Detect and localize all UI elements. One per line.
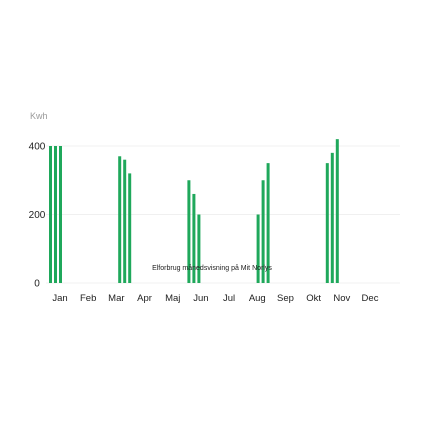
x-category-label: Jan (52, 293, 67, 304)
bar[interactable] (54, 146, 57, 283)
y-tick-label: 200 (29, 210, 46, 221)
chart-caption: Elforbrug månedsvisning på Mit Norlys (152, 265, 272, 272)
x-category-label: Apr (137, 293, 152, 304)
bar[interactable] (266, 163, 270, 283)
x-category-label: Aug (249, 293, 266, 304)
bar[interactable] (128, 173, 132, 283)
bar[interactable] (261, 180, 265, 283)
x-category-label: Jun (193, 293, 208, 304)
x-category-label: Mar (108, 293, 124, 304)
bar[interactable] (192, 193, 196, 283)
bar[interactable] (325, 163, 329, 283)
x-category-label: Maj (165, 293, 180, 304)
bars-layer (49, 139, 339, 283)
bar[interactable] (187, 180, 191, 283)
x-category-label: Dec (362, 293, 379, 304)
x-category-label: Feb (80, 293, 96, 304)
y-tick-label: 0 (34, 279, 40, 290)
y-unit-label: Kwh (30, 111, 48, 121)
bar[interactable] (49, 146, 52, 283)
bar[interactable] (256, 214, 260, 284)
y-tick-labels: 0 200 400 (29, 142, 46, 290)
bar[interactable] (330, 152, 334, 283)
x-category-label: Jul (223, 293, 235, 304)
bar[interactable] (118, 156, 122, 283)
x-category-label: Sep (277, 293, 294, 304)
bar[interactable] (59, 146, 62, 283)
bar[interactable] (123, 159, 127, 283)
bar[interactable] (335, 139, 339, 283)
x-category-label: Okt (306, 293, 321, 304)
y-tick-label: 400 (29, 142, 46, 153)
x-category-labels: Jan Feb Mar Apr Maj Jun Jul Aug Sep Okt Nov Dec (52, 293, 378, 304)
grid-layer (46, 145, 400, 284)
x-category-label: Nov (333, 293, 350, 304)
bar[interactable] (197, 214, 201, 284)
